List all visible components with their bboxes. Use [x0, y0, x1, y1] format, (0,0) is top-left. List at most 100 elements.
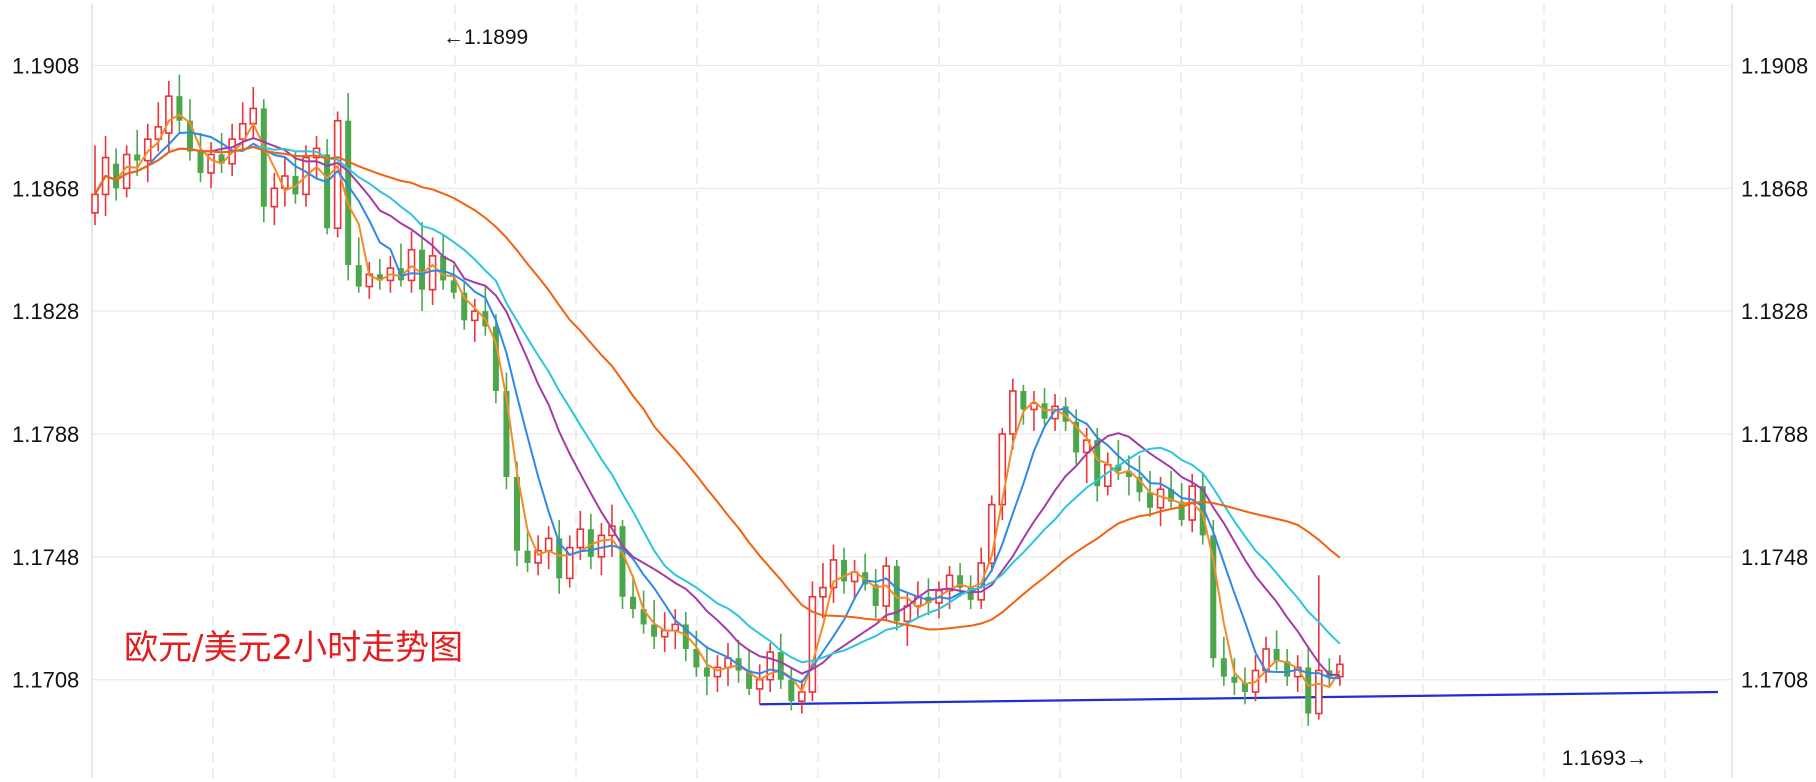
candle-body: [249, 107, 258, 125]
candle-body: [1178, 501, 1185, 520]
candle-body: [524, 550, 531, 563]
y-tick-left: 1.1708: [12, 668, 79, 693]
candle-body: [1315, 669, 1323, 715]
candle-down: [492, 314, 499, 404]
candle-up: [565, 535, 574, 588]
candle-body: [841, 559, 848, 582]
candle-body: [713, 666, 722, 678]
candle-body: [1273, 649, 1280, 662]
candle-up: [766, 642, 775, 692]
candle-body: [218, 154, 225, 164]
candle-body: [682, 624, 689, 649]
candle-body: [819, 586, 827, 598]
ma-line-blue: [94, 131, 1340, 684]
candle-up: [1009, 378, 1017, 450]
candle-down: [514, 461, 520, 567]
candle-body: [893, 566, 900, 622]
candle-body: [565, 546, 574, 580]
support-line-layer: [759, 690, 1719, 706]
candle-body: [829, 559, 838, 589]
candle-body: [1094, 440, 1101, 487]
candle-body: [1231, 676, 1238, 683]
candle-body: [197, 151, 204, 173]
candle-body: [597, 534, 606, 558]
candle-up: [808, 581, 817, 702]
candle-down: [1284, 649, 1291, 686]
y-tick-left: 1.1828: [12, 299, 79, 324]
candle-up: [608, 504, 616, 557]
candle-up: [829, 544, 838, 603]
candle-body: [113, 163, 120, 189]
candle-down: [1210, 520, 1217, 668]
candle-down: [556, 520, 563, 594]
candle-down: [1231, 658, 1238, 696]
candle-down: [450, 265, 457, 299]
candle-down: [682, 612, 689, 662]
candle-up: [91, 145, 99, 226]
candle-down: [440, 234, 447, 290]
candle-down: [1178, 483, 1185, 527]
y-tick-left: 1.1868: [12, 176, 79, 201]
candle-body: [576, 528, 585, 549]
candle-body: [872, 584, 879, 606]
candle-down: [524, 532, 531, 573]
candle-up: [713, 655, 722, 692]
candle-body: [186, 120, 193, 152]
candle-down: [1094, 427, 1101, 502]
ma-line-long: [94, 145, 1341, 631]
candle-body: [134, 154, 141, 161]
y-tick-right: 1.1868: [1741, 176, 1808, 201]
candle-body: [1020, 391, 1027, 410]
support-line: [759, 690, 1719, 706]
candle-body: [1104, 463, 1112, 488]
candle-body: [428, 255, 437, 291]
candle-body: [1147, 492, 1153, 508]
candle-body: [355, 265, 362, 287]
candle-body: [470, 310, 479, 322]
candle-down: [355, 237, 362, 293]
candle-down: [587, 513, 594, 570]
candle-body: [419, 249, 426, 290]
candle-down: [376, 258, 383, 290]
moving-average-layer: [94, 113, 1341, 693]
candle-body: [514, 477, 520, 551]
y-tick-right: 1.1828: [1741, 299, 1808, 324]
candle-body: [755, 678, 764, 690]
candle-body: [376, 274, 383, 281]
candle-body: [746, 670, 753, 689]
candle-body: [207, 153, 215, 174]
low-annotation: 1.1693→: [1562, 747, 1647, 770]
candle-body: [534, 549, 542, 564]
candle-body: [693, 649, 700, 668]
candle-down: [1241, 667, 1248, 705]
candle-body: [1115, 464, 1122, 471]
candle-body: [1210, 535, 1217, 659]
candle-down: [872, 569, 879, 619]
candle-down: [1020, 384, 1027, 425]
y-tick-left: 1.1788: [12, 422, 79, 447]
candle-body: [1168, 489, 1175, 502]
candle-body: [154, 126, 163, 140]
candle-body: [788, 679, 795, 702]
candle-up: [165, 80, 173, 152]
candle-body: [777, 652, 784, 680]
candle-body: [967, 587, 974, 600]
candle-body: [91, 193, 99, 214]
candle-body: [630, 596, 637, 610]
candle-body: [238, 122, 247, 140]
candle-up: [1156, 477, 1165, 527]
high-annotation: ←1.1899: [443, 26, 528, 49]
candle-down: [703, 645, 710, 696]
candle-up: [1315, 575, 1323, 720]
candle-down: [461, 280, 468, 330]
candle-up: [987, 495, 996, 573]
y-tick-labels: 1.1908 1.1908 1.1868 1.1868 1.1828 1.1828 1.17…: [12, 53, 1808, 692]
y-tick-left: 1.1748: [12, 545, 79, 570]
candle-down: [619, 520, 626, 610]
candle-body: [1125, 470, 1132, 477]
candle-down: [503, 372, 510, 490]
candle-up: [270, 172, 279, 226]
ma-line-orange: [94, 113, 1341, 693]
candle-body: [260, 108, 267, 207]
candle-down: [113, 148, 120, 201]
